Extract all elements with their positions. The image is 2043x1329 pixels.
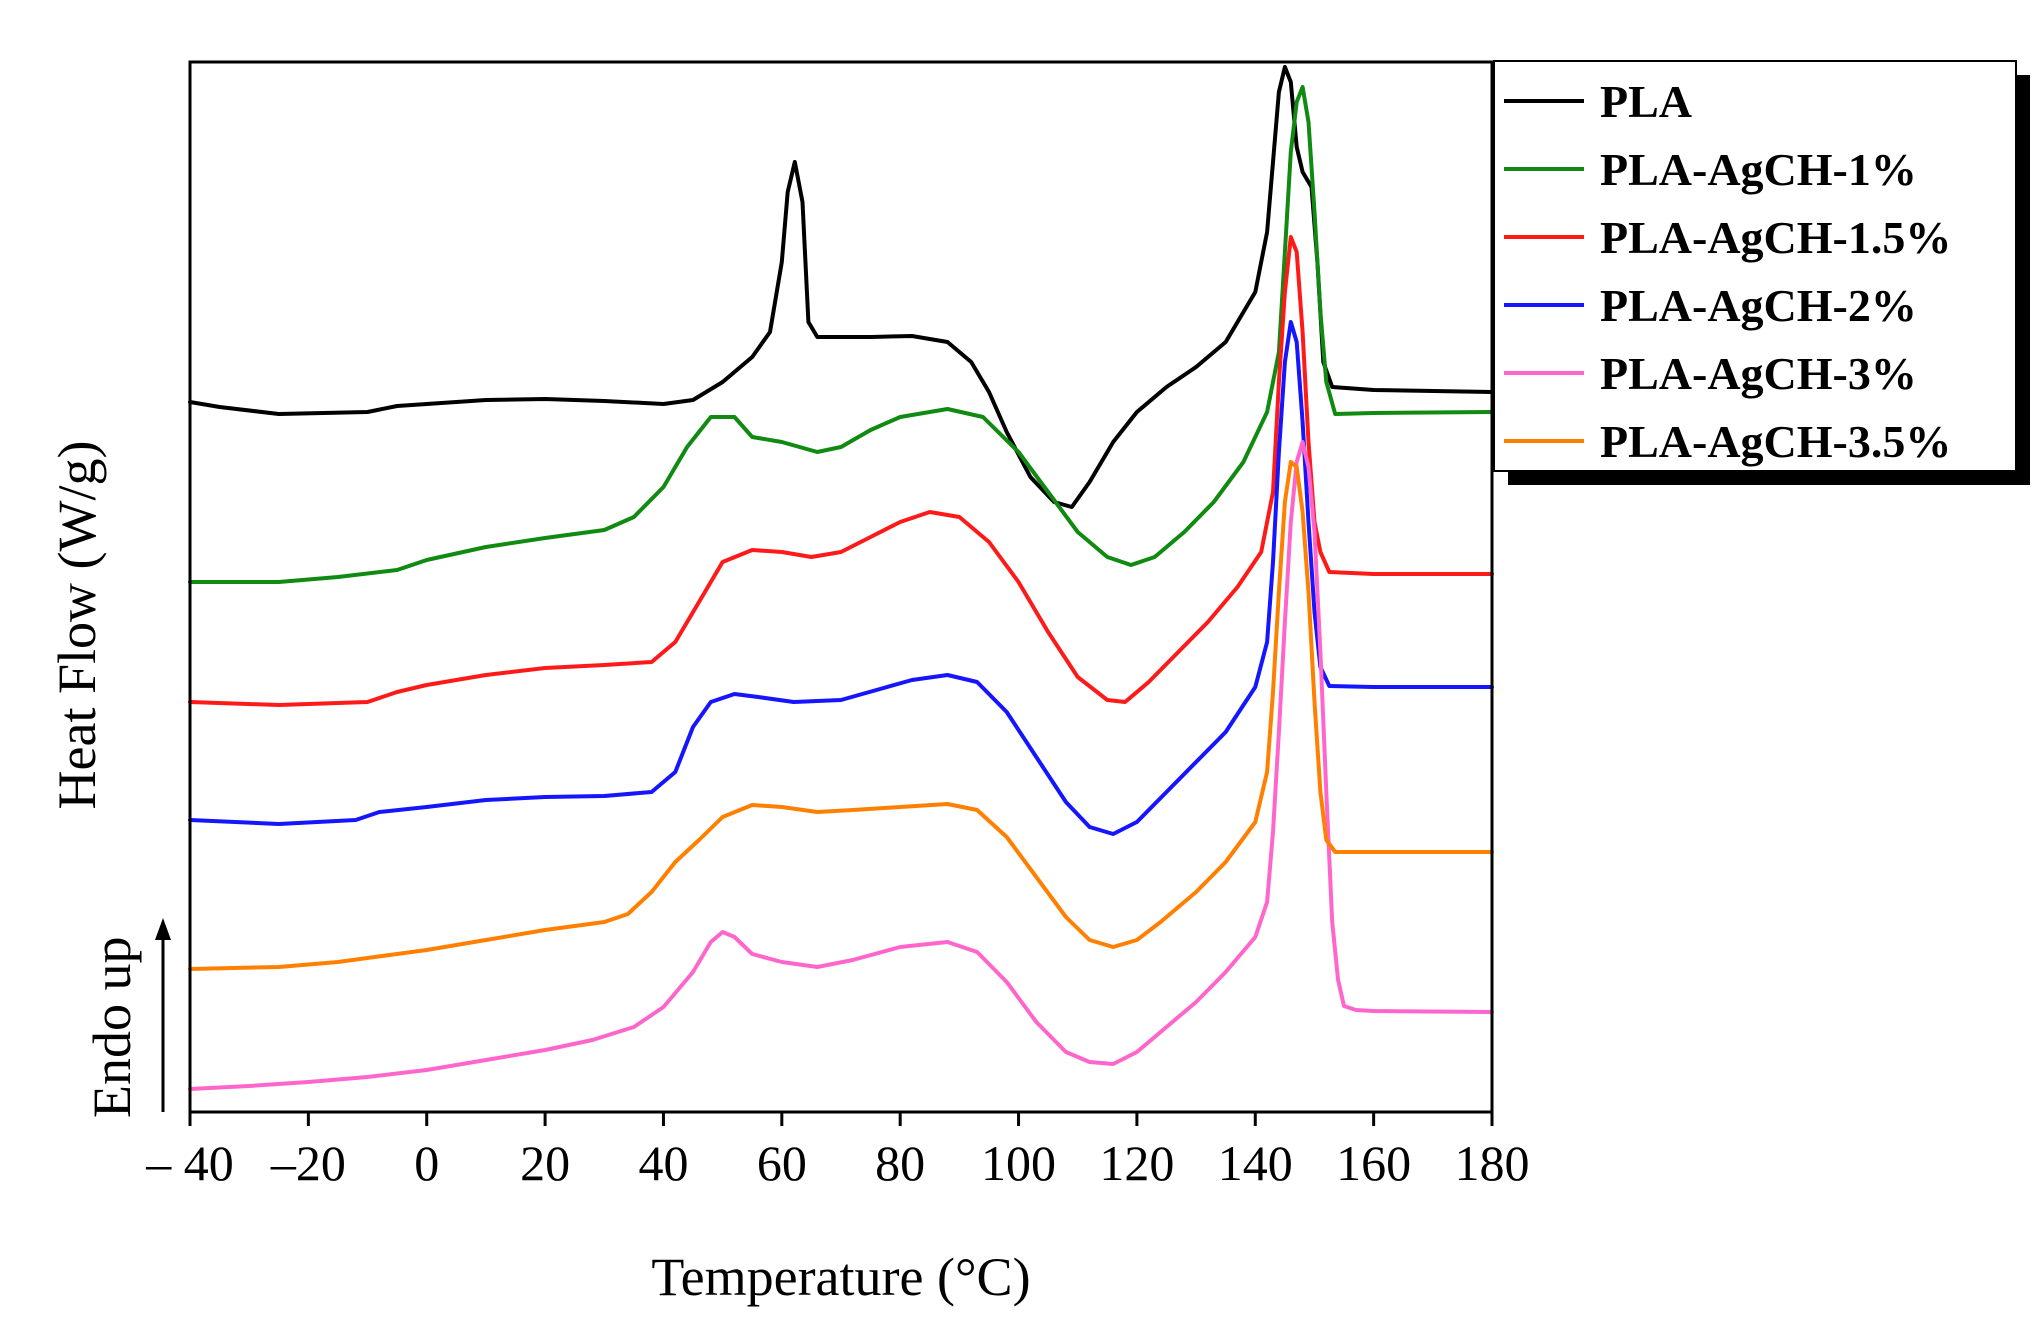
series-line-pla-agch-1-5: [188, 235, 1494, 707]
x-tick-label-1: –20: [270, 1135, 346, 1191]
legend-box: [1493, 60, 2017, 472]
x-tick-label-4: 40: [638, 1135, 688, 1191]
x-tick-label-6: 80: [875, 1135, 925, 1191]
legend-item-pla-agch-2: PLA-AgCH-2%: [1504, 280, 1917, 331]
x-tick-label-3: 20: [520, 1135, 570, 1191]
x-tick-label-9: 140: [1218, 1135, 1293, 1191]
x-tick-label-2: 0: [414, 1135, 439, 1191]
legend-item-pla-agch-3: PLA-AgCH-3%: [1504, 348, 1917, 399]
x-axis-title: Temperature (°C): [651, 1247, 1030, 1307]
x-axis-tick-labels: – 40 –20 0 20 40 60 80 100 120 140 160 180: [145, 1135, 1529, 1191]
x-tick-label-10: 160: [1336, 1135, 1411, 1191]
series-layer: [188, 65, 1494, 1091]
legend-item-pla-agch-3-5: PLA-AgCH-3.5%: [1504, 416, 1951, 467]
legend-label: PLA-AgCH-1%: [1600, 144, 1917, 195]
series-line-pla-agch-1: [188, 85, 1494, 584]
series-line-pla-agch-3-5: [188, 460, 1494, 971]
legend-label: PLA-AgCH-1.5%: [1600, 212, 1951, 263]
x-tick-label-8: 120: [1099, 1135, 1174, 1191]
legend-items: PLA PLA-AgCH-1% PLA-AgCH-1.5% PLA-AgCH-2% PL…: [1504, 76, 1951, 467]
legend-label: PLA-AgCH-2%: [1600, 280, 1917, 331]
x-axis-ticks: [188, 1112, 1494, 1126]
x-tick-label-7: 100: [981, 1135, 1056, 1191]
x-tick-label-11: 180: [1455, 1135, 1530, 1191]
plot-frame: [188, 60, 1494, 1114]
endo-up-arrow-icon: [155, 918, 171, 1112]
legend-item-pla-agch-1: PLA-AgCH-1%: [1504, 144, 1917, 195]
legend-label: PLA-AgCH-3.5%: [1600, 416, 1951, 467]
x-tick-label-0: – 40: [145, 1135, 234, 1191]
legend-label: PLA-AgCH-3%: [1600, 348, 1917, 399]
y-axis-title: Heat Flow (W/g): [47, 441, 107, 810]
series-line-pla-agch-2: [188, 320, 1494, 836]
legend-label: PLA: [1600, 76, 1692, 127]
legend: PLA PLA-AgCH-1% PLA-AgCH-1.5% PLA-AgCH-2% PL…: [1493, 60, 2030, 485]
legend-item-pla-agch-1-5: PLA-AgCH-1.5%: [1504, 212, 1951, 263]
series-line-pla: [188, 65, 1494, 509]
legend-item-pla: PLA: [1504, 76, 1692, 127]
series-line-pla-agch-3: [188, 440, 1494, 1091]
x-tick-label-5: 60: [757, 1135, 807, 1191]
endo-up-annotation: Endo up: [82, 937, 142, 1119]
